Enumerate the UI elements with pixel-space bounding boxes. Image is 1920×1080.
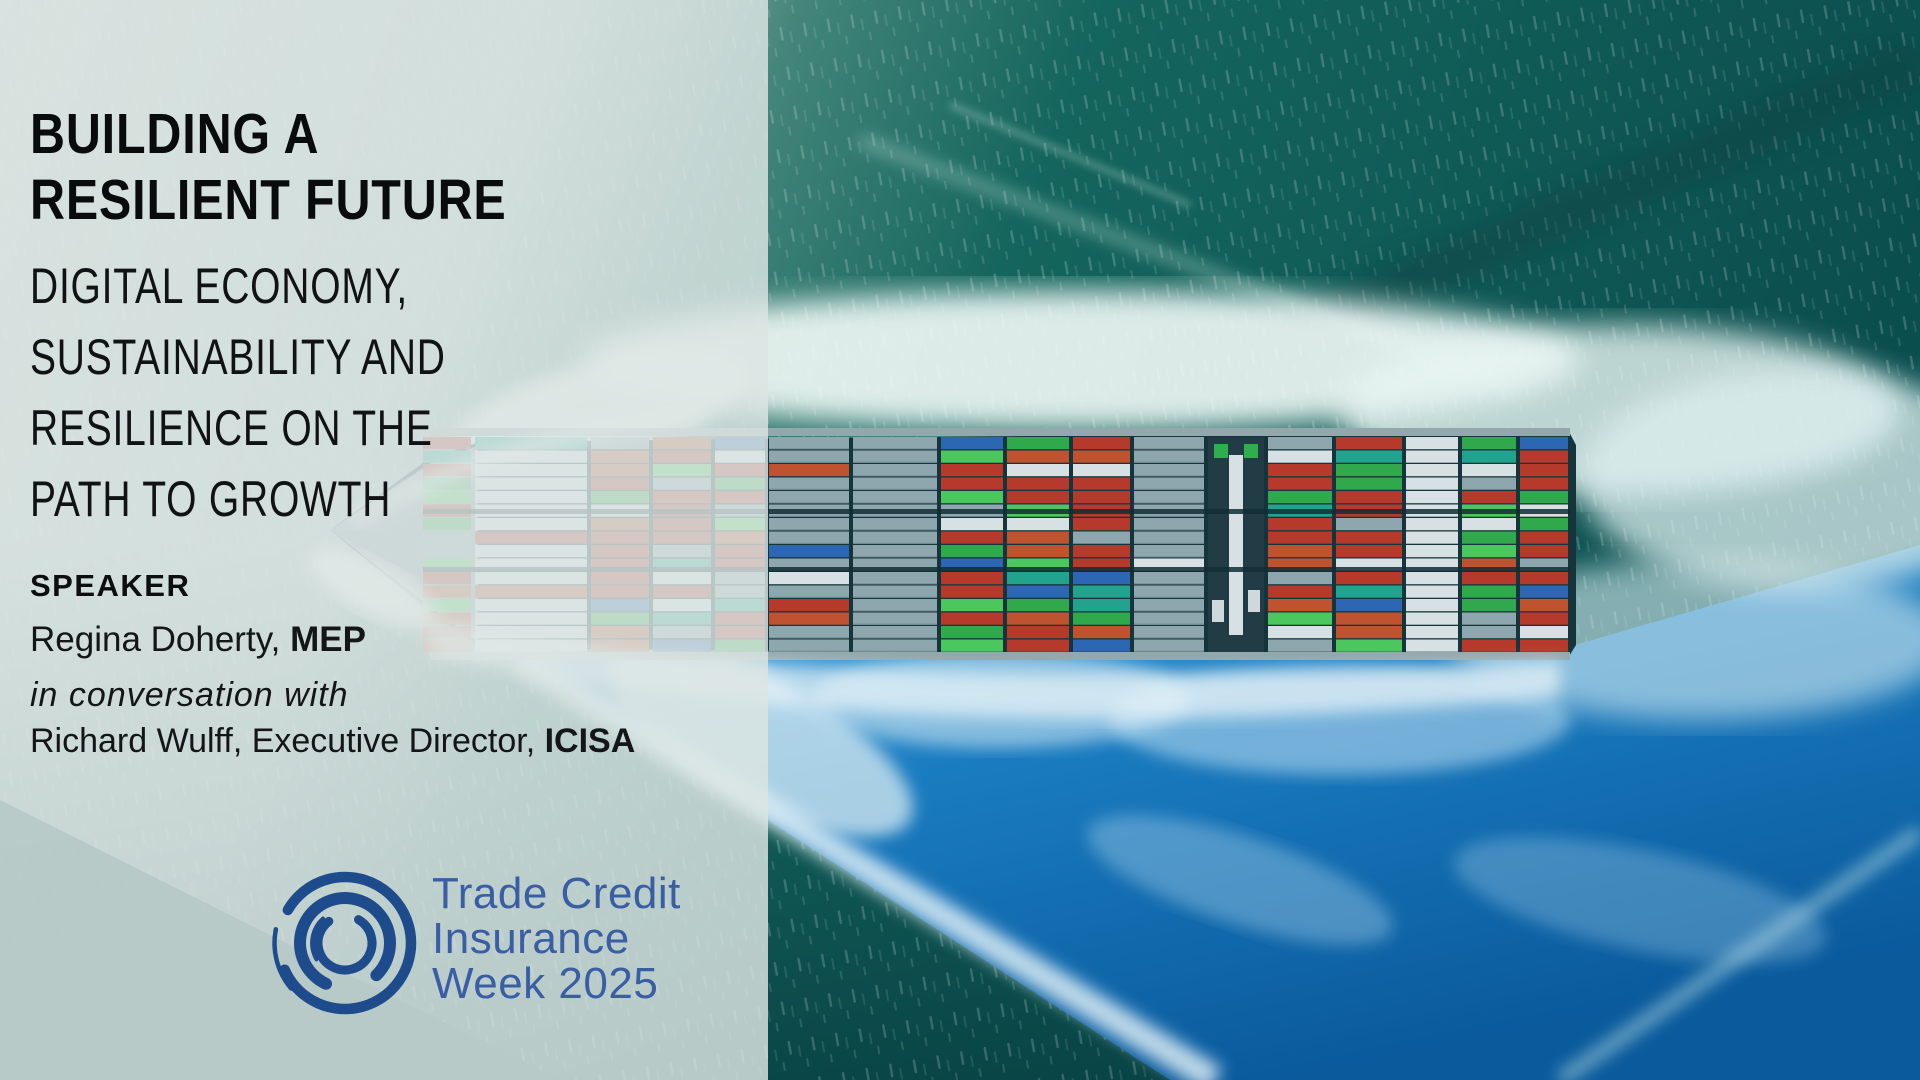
overlay-veil <box>0 0 768 1080</box>
subtitle-line-3: RESILIENCE ON THE <box>30 400 433 456</box>
speaker-name-text: Regina Doherty, <box>30 620 281 659</box>
host-name-text: Richard Wulff, Executive Director, <box>30 722 536 760</box>
host-org: ICISA <box>544 722 636 760</box>
logo-line-1: Trade Credit <box>432 869 681 918</box>
speaker-heading: SPEAKER <box>30 568 191 603</box>
logo-wordmark: Trade Credit Insurance Week 2025 <box>432 871 681 1006</box>
conversation-note: in conversation with <box>30 676 349 714</box>
speaker-credential: MEP <box>290 620 366 659</box>
logo-line-3: Week 2025 <box>432 959 659 1008</box>
subtitle-line-2: SUSTAINABILITY AND <box>30 329 446 385</box>
subtitle-line-1: DIGITAL ECONOMY, <box>30 258 408 314</box>
title-line-2: RESILIENT FUTURE <box>30 168 507 232</box>
host-line: Richard Wulff, Executive Director, ICISA <box>30 722 635 761</box>
speaker-name: Regina Doherty, MEP <box>30 620 366 660</box>
event-subtitle: DIGITAL ECONOMY, SUSTAINABILITY AND RESI… <box>30 251 446 535</box>
event-title: BUILDING A RESILIENT FUTURE <box>30 101 507 233</box>
title-line-1: BUILDING A <box>30 102 320 166</box>
subtitle-line-4: PATH TO GROWTH <box>30 471 392 527</box>
logo-line-2: Insurance <box>432 914 630 963</box>
swirl-circles-icon <box>272 870 418 1016</box>
